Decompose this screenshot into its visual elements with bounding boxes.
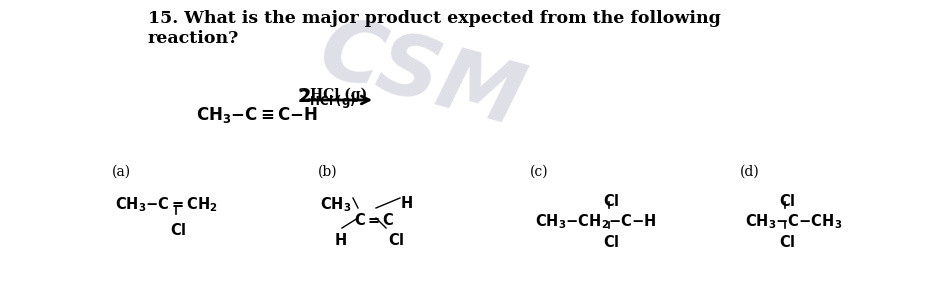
Text: HCl (g): HCl (g) — [310, 88, 367, 103]
Text: $\bf{CH_3{-}C{-}CH_3}$: $\bf{CH_3{-}C{-}CH_3}$ — [744, 212, 841, 231]
Text: 2: 2 — [297, 88, 312, 106]
Text: reaction?: reaction? — [148, 30, 239, 47]
Text: $\bf{Cl}$: $\bf{Cl}$ — [602, 234, 619, 250]
Text: (c): (c) — [530, 165, 548, 179]
Text: (a): (a) — [112, 165, 131, 179]
Text: (d): (d) — [739, 165, 759, 179]
Text: $\bf{Cl}$: $\bf{Cl}$ — [602, 193, 619, 209]
Text: $\bf{CH_3{-}CH_2{-}C{-}H}$: $\bf{CH_3{-}CH_2{-}C{-}H}$ — [534, 212, 656, 231]
Text: $\bf{Cl}$: $\bf{Cl}$ — [778, 193, 795, 209]
Text: $\bf{CH_3{-}C{=}CH_2}$: $\bf{CH_3{-}C{=}CH_2}$ — [115, 195, 218, 214]
Text: $\bf{CH_3}$: $\bf{CH_3}$ — [320, 195, 351, 214]
Text: $\bf{H}$: $\bf{H}$ — [333, 232, 346, 248]
Text: $\mathbf{2}_{\mathbf{HCl\ (g)}}$: $\mathbf{2}_{\mathbf{HCl\ (g)}}$ — [297, 88, 355, 111]
Text: $\bf{CH_3{-}C{\equiv}C{-}H}$: $\bf{CH_3{-}C{\equiv}C{-}H}$ — [195, 105, 317, 125]
Text: $\bf{Cl}$: $\bf{Cl}$ — [170, 222, 186, 238]
Text: $\bf{Cl}$: $\bf{Cl}$ — [778, 234, 795, 250]
Text: 15. What is the major product expected from the following: 15. What is the major product expected f… — [148, 10, 720, 27]
Text: $\bf{Cl}$: $\bf{Cl}$ — [388, 232, 404, 248]
Text: CSM: CSM — [310, 10, 531, 144]
Text: $\bf{C{=}C}$: $\bf{C{=}C}$ — [354, 212, 394, 228]
Text: $\bf{H}$: $\bf{H}$ — [399, 195, 413, 211]
Text: (b): (b) — [318, 165, 337, 179]
